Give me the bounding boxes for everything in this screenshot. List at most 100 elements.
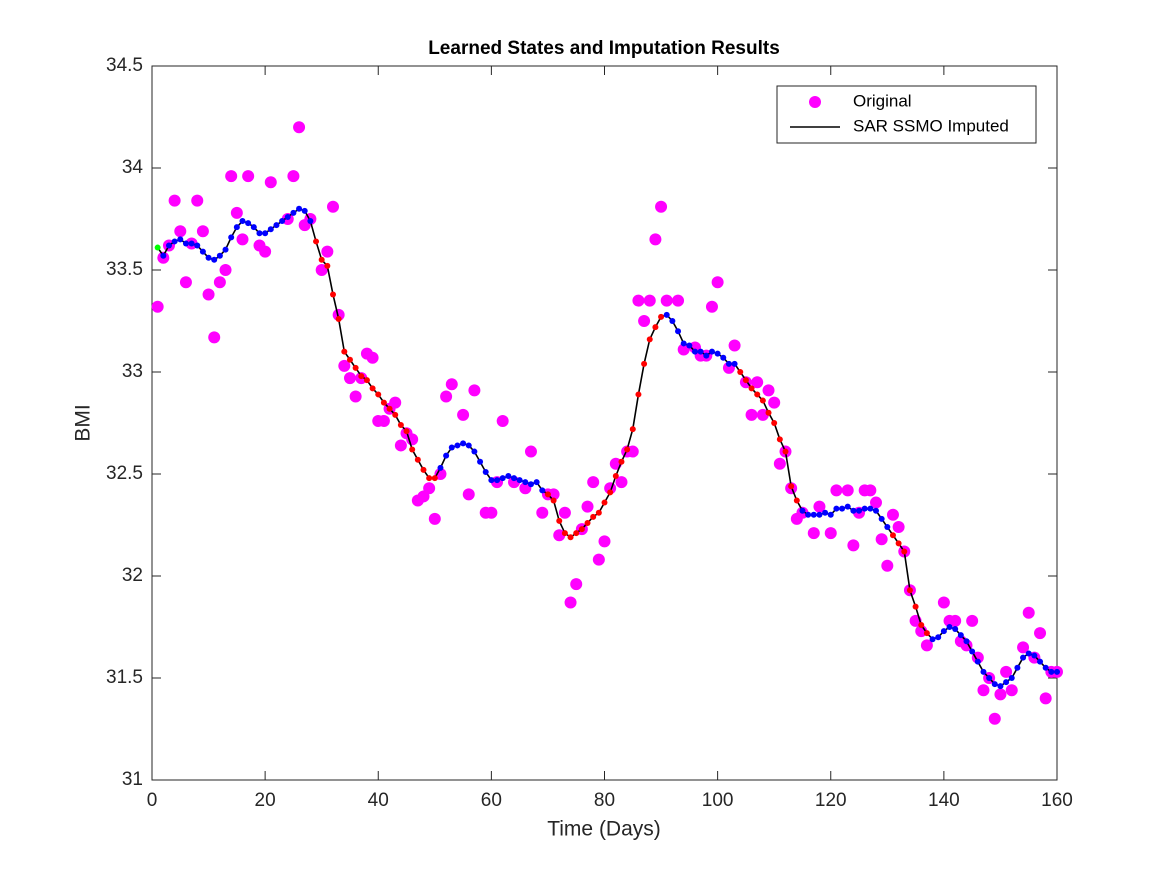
original-point [875, 533, 888, 546]
original-point [598, 535, 611, 548]
state-point [986, 675, 993, 681]
state-point [675, 328, 682, 335]
original-point [592, 553, 605, 566]
original-point [208, 331, 221, 344]
original-point [236, 233, 249, 246]
original-point [960, 639, 973, 652]
original-point [824, 527, 837, 540]
x-tick-label: 120 [815, 790, 847, 811]
original-point [259, 245, 272, 258]
state-point [556, 517, 563, 524]
state-point [810, 511, 817, 518]
state-point [1037, 658, 1044, 665]
original-point [485, 506, 498, 519]
state-point [731, 360, 738, 367]
state-point [397, 422, 404, 429]
state-point [1003, 679, 1010, 686]
state-point [980, 668, 987, 675]
state-point [816, 511, 823, 518]
state-point [686, 342, 693, 349]
original-point [349, 390, 362, 403]
state-point [539, 487, 546, 494]
state-point [935, 634, 942, 641]
state-point [250, 224, 257, 231]
original-point [920, 639, 933, 652]
state-point [369, 385, 376, 392]
state-point [652, 324, 659, 331]
state-point [335, 315, 342, 322]
state-point [889, 532, 896, 539]
original-point [847, 539, 860, 552]
state-point [194, 242, 201, 249]
original-point [377, 414, 390, 427]
state-point [629, 426, 636, 433]
state-point [827, 511, 834, 518]
state-point [940, 628, 947, 635]
state-point [426, 475, 433, 482]
state-point [256, 230, 263, 237]
state-point [414, 456, 421, 463]
state-point [222, 246, 229, 253]
x-tick-label: 80 [594, 790, 615, 811]
state-point [273, 222, 280, 229]
state-point [505, 473, 512, 480]
original-point [886, 508, 899, 521]
y-tick-label: 31.5 [106, 667, 143, 688]
state-point [233, 224, 240, 231]
state-point [714, 350, 721, 357]
original-point [366, 351, 379, 364]
state-point [720, 354, 727, 361]
state-point [873, 507, 879, 514]
original-point [1034, 627, 1047, 640]
original-point [524, 445, 537, 458]
state-point [307, 218, 314, 225]
original-point [287, 170, 300, 183]
state-point [748, 385, 755, 392]
state-point [511, 475, 517, 482]
original-point [988, 712, 1001, 725]
state-point [793, 497, 800, 504]
legend-marker [809, 96, 821, 108]
state-point [284, 213, 291, 220]
state-point [409, 446, 416, 453]
state-point [952, 626, 959, 633]
state-point [352, 364, 359, 371]
y-tick-label: 32.5 [106, 463, 143, 484]
original-point [343, 372, 356, 385]
original-point [558, 506, 571, 519]
state-point [946, 624, 953, 630]
state-point [160, 252, 167, 259]
state-point [454, 442, 461, 449]
original-point [971, 651, 984, 664]
state-point [550, 497, 557, 504]
original-point [1039, 692, 1052, 705]
state-point [1014, 664, 1021, 671]
original-point [807, 527, 820, 540]
state-point [799, 507, 806, 514]
x-tick-label: 0 [147, 790, 158, 811]
original-point [994, 688, 1007, 701]
y-tick-label: 32 [122, 565, 143, 586]
state-point [448, 444, 455, 451]
state-point [279, 218, 286, 225]
original-point [242, 170, 255, 183]
state-point [431, 475, 438, 482]
original-point [773, 457, 786, 470]
state-point [544, 491, 551, 498]
original-point [264, 176, 277, 189]
state-point [494, 477, 501, 484]
x-tick-label: 160 [1041, 790, 1073, 811]
state-point [1008, 675, 1015, 681]
original-point [1017, 641, 1030, 654]
original-point [1005, 684, 1018, 697]
imputed-line [157, 207, 1057, 688]
original-point [711, 276, 724, 289]
original-point [649, 233, 662, 246]
state-point [822, 509, 829, 516]
original-point [751, 376, 764, 389]
state-point [1020, 654, 1027, 661]
state-point [324, 262, 331, 269]
state-point [330, 291, 336, 298]
state-point [296, 205, 303, 212]
state-point [754, 391, 761, 398]
